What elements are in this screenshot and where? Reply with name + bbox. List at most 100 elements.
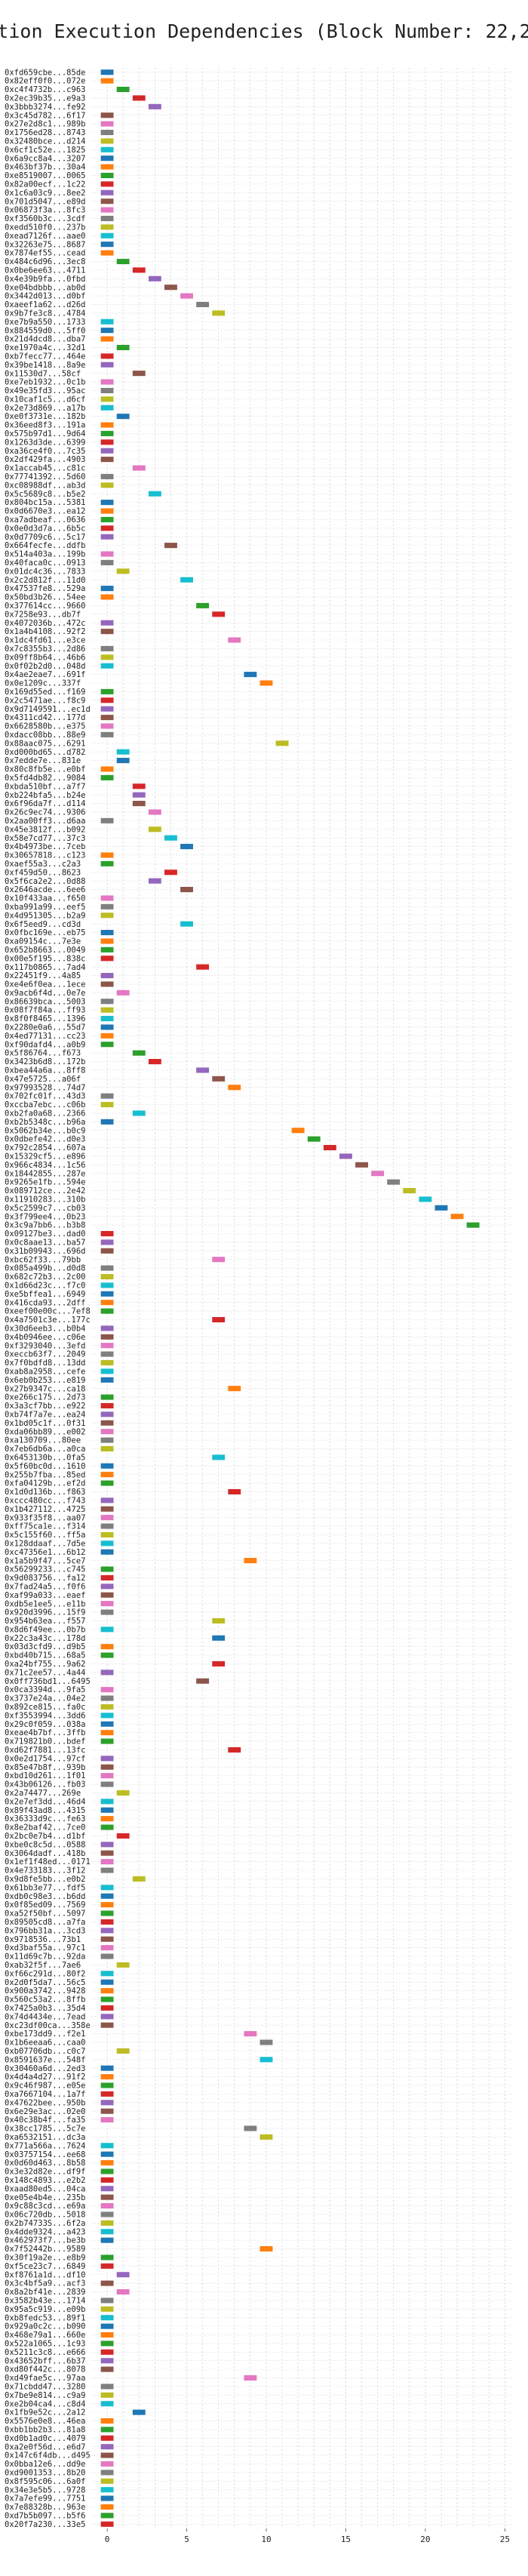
tx-label: 0xeef00e00c...7ef8 (5, 1307, 91, 1316)
tx-label: 0xe04bdbbb...ab0d (5, 283, 85, 292)
tx-bar (116, 2272, 130, 2278)
tx-bar (100, 1411, 114, 1417)
tx-bar (100, 1420, 114, 1426)
tx-label: 0xeccb63f7...2049 (5, 1350, 85, 1359)
tx-label: 0x95a5c919...e09b (5, 2305, 85, 2314)
tx-label: 0x43b06126...fb03 (5, 1780, 85, 1790)
tx-bar (100, 207, 114, 213)
tx-bar (100, 1781, 114, 1787)
tx-bar (100, 1756, 114, 1762)
tx-label: 0x3c45d782...6f17 (5, 111, 85, 120)
tx-label: 0xd000bd65...d782 (5, 748, 85, 757)
tx-label: 0xb7fecc77...464e (5, 352, 85, 361)
tx-label: 0x1a4b4108...92f2 (5, 627, 85, 636)
tx-bar (180, 887, 193, 893)
tx-bar (228, 1488, 241, 1495)
tx-label: 0x9b7fe3c8...4784 (5, 309, 85, 318)
tx-bar (100, 1445, 114, 1452)
tx-label: 0x0d7709c6...5c17 (5, 533, 85, 542)
tx-bar (212, 611, 226, 617)
tx-bar (244, 672, 257, 678)
tx-label: 0x40c38b4f...fa35 (5, 2116, 85, 2125)
tx-bar (100, 1239, 114, 1245)
tx-label: 0x86639bca...5003 (5, 997, 85, 1006)
tx-label: 0x9c88c3cd...e69a (5, 2202, 85, 2211)
tx-bar (100, 1609, 114, 1615)
tx-label: 0xe7b9a550...1733 (5, 318, 85, 327)
tx-label: 0xd3baf55a...97c1 (5, 1944, 85, 1953)
tx-label: 0xc08988df...ab3d (5, 481, 85, 490)
tx-label: 0x117b0865...7ad4 (5, 963, 85, 972)
tx-label: 0x089712ce...2e42 (5, 1186, 85, 1196)
tx-bar (100, 448, 114, 454)
tx-bar (100, 2211, 114, 2217)
tx-bar (100, 473, 114, 479)
tx-label: 0x0f02b2d0...048d (5, 662, 85, 671)
tx-bar (100, 1515, 114, 1521)
tx-label: 0xdacc08bb...88e9 (5, 731, 85, 740)
tx-bar (132, 792, 146, 798)
tx-label: 0xbe173dd9...f2e1 (5, 2030, 85, 2039)
tx-bar (100, 2194, 114, 2200)
tx-bar (100, 1351, 114, 1357)
tx-label: 0xbda510bf...a7f7 (5, 782, 85, 791)
tx-label: 0x2e73d869...a17b (5, 404, 85, 413)
tx-bar (100, 1282, 114, 1288)
tx-bar (100, 69, 114, 75)
tx-label: 0x5c2599c7...cb03 (5, 1204, 85, 1213)
tx-bar (100, 121, 114, 127)
tx-label: 0x49e35fd3...95ac (5, 386, 85, 395)
tx-label: 0x71c2ee57...4a44 (5, 1668, 85, 1677)
tx-bar (100, 1368, 114, 1374)
tx-label: 0x00e5f195...838c (5, 954, 85, 963)
tx-bar (100, 852, 114, 858)
tx-label: 0xccba7ebc...c06b (5, 1100, 85, 1109)
tx-bar (100, 1971, 114, 1977)
tx-label: 0x30f19a2e...e8b9 (5, 2254, 85, 2263)
x-tick-label: 25 (500, 2534, 510, 2544)
tx-bar (100, 2254, 114, 2261)
x-tick-label: 20 (420, 2534, 430, 2544)
tx-bar (132, 2409, 146, 2415)
tx-label: 0x0f85ed09...7569 (5, 1900, 85, 1910)
tx-label: 0xd49fae5c...97aa (5, 2374, 85, 2383)
tx-bar (100, 430, 114, 436)
tx-bar (100, 2392, 114, 2398)
tx-bar (100, 1919, 114, 1925)
tx-label: 0x2646acde...6ee6 (5, 885, 85, 894)
tx-bar (100, 2444, 114, 2450)
tx-label: 0x1d66d23c...f7c0 (5, 1282, 85, 1291)
tx-bar (100, 1583, 114, 1590)
tx-label: 0x15329cf5...e896 (5, 1153, 85, 1162)
tx-bar (100, 164, 114, 170)
tx-bar (116, 2289, 130, 2295)
tx-bar (100, 1652, 114, 1658)
tx-bar (100, 353, 114, 359)
tx-label: 0xab32f5f...7ae6 (5, 1961, 81, 1970)
tx-bar (100, 663, 114, 669)
tx-label: 0x22451f9...4a85 (5, 971, 81, 980)
tx-label: 0x11530d7...58cf (5, 369, 81, 378)
tx-label: 0xa2e0f56d...e6d7 (5, 2442, 85, 2451)
tx-bar (196, 964, 210, 970)
tx-label: 0x954b63ea...f557 (5, 1617, 85, 1626)
tx-bar (100, 362, 114, 368)
tx-bar (259, 2039, 273, 2045)
tx-label: 0x27b9347c...ca18 (5, 1384, 85, 1393)
tx-label: 0xf459d50...8623 (5, 868, 81, 877)
tx-bar (100, 1429, 114, 1435)
tx-bar (100, 396, 114, 402)
tx-bar (100, 654, 114, 660)
tx-label: 0x8d6f49ee...0b7b (5, 1625, 85, 1634)
tx-label: 0x652b8663...0049 (5, 946, 85, 955)
tx-label: 0x3c4bf5a9...acf3 (5, 2279, 85, 2288)
tx-label: 0x0bba12e6...dd9e (5, 2460, 85, 2469)
tx-label: 0x920d3996...15f9 (5, 1608, 85, 1617)
tx-bar (100, 1859, 114, 1865)
tx-label: 0xe1970a4c...32d1 (5, 343, 85, 352)
tx-label: 0x719821b0...bdef (5, 1737, 85, 1747)
tx-label: 0xead7126f...aae0 (5, 232, 85, 241)
tx-bar (100, 2014, 114, 2020)
tx-bar (100, 2237, 114, 2243)
tx-label: 0x804bc15a...5381 (5, 498, 85, 507)
